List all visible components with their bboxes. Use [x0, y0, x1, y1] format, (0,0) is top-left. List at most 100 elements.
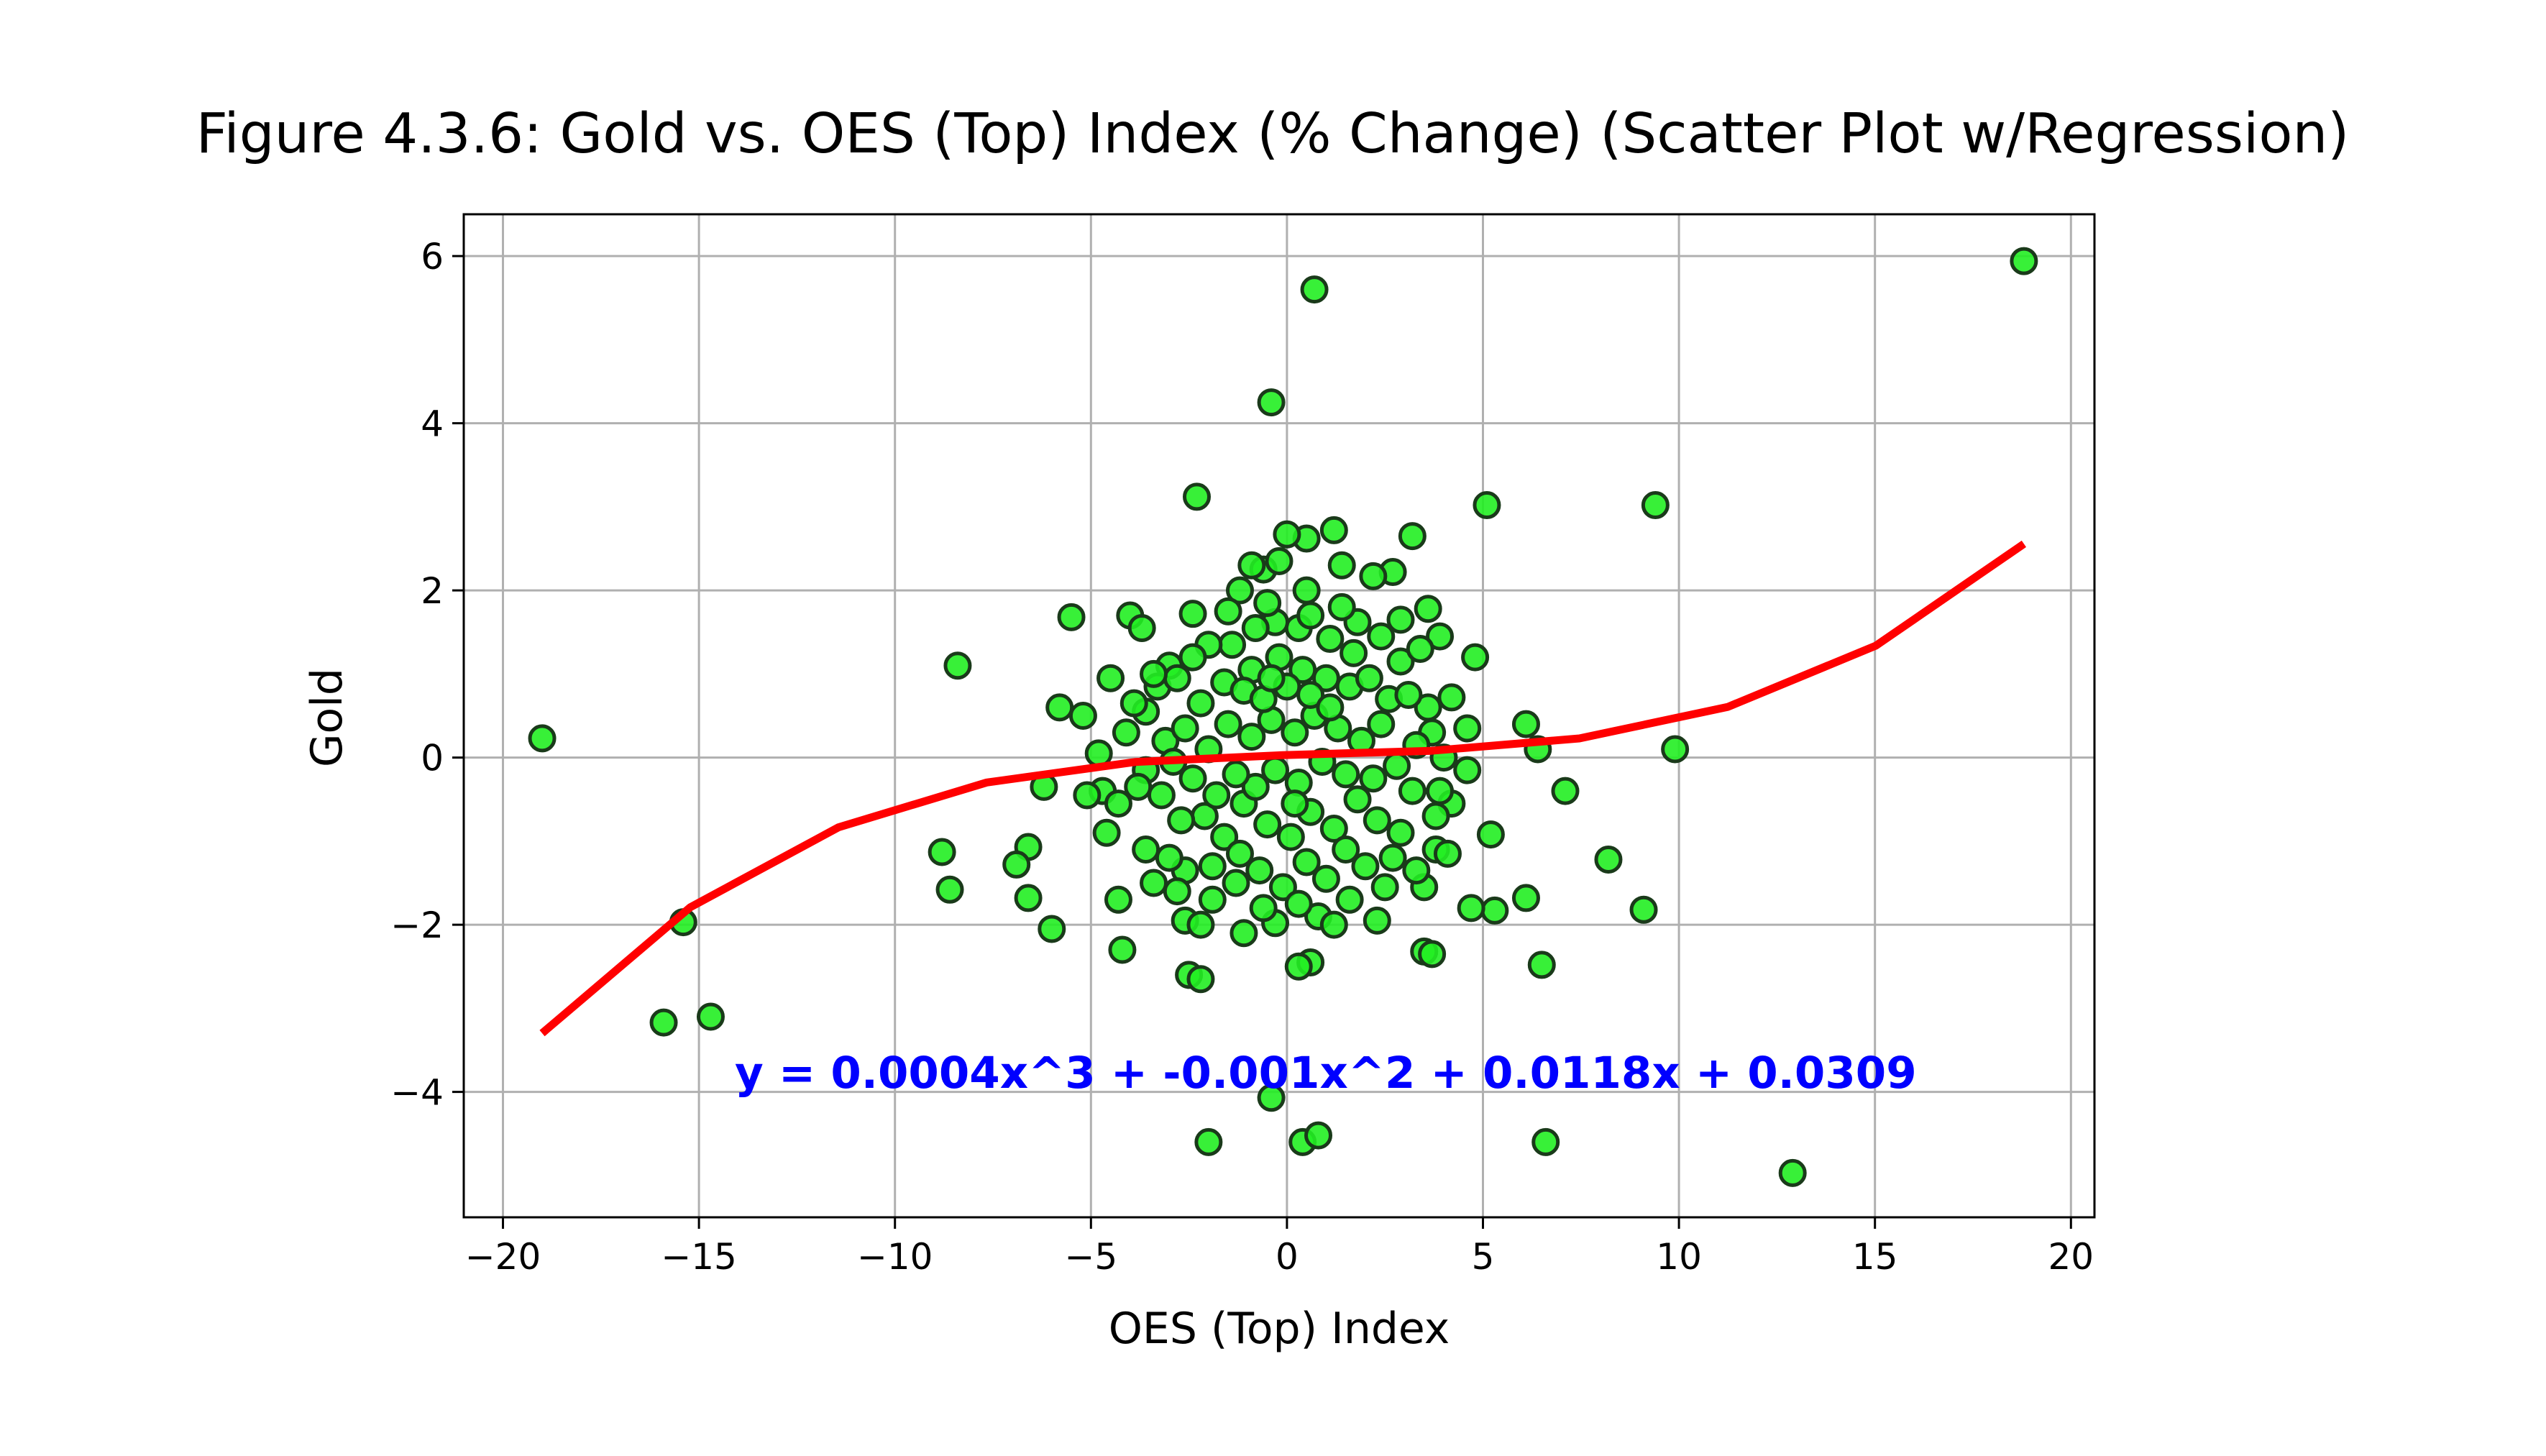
scatter-point — [1778, 1158, 1807, 1187]
scatter-point — [528, 724, 557, 753]
scatter-point — [1367, 622, 1396, 651]
y-tick-label: −4 — [390, 1072, 444, 1114]
scatter-point — [1140, 869, 1168, 897]
scatter-point — [1359, 562, 1388, 590]
y-tick-label: −2 — [390, 905, 444, 946]
scatter-point — [1594, 845, 1623, 874]
scatter-point — [1096, 664, 1125, 692]
scatter-point — [1198, 885, 1227, 914]
scatter-point — [1281, 718, 1309, 747]
scatter-point — [1186, 689, 1215, 718]
scatter-point — [1511, 710, 1540, 738]
x-tick-label: −10 — [857, 1236, 933, 1278]
scatter-point — [1194, 1127, 1223, 1156]
scatter-point — [1284, 952, 1313, 981]
scatter-point — [1257, 388, 1286, 417]
scatter-point — [1437, 683, 1466, 712]
scatter-point — [1398, 522, 1427, 551]
scatter-point — [1363, 806, 1391, 835]
scatter-point — [935, 875, 964, 904]
scatter-point — [1292, 848, 1321, 876]
scatter-point — [1284, 889, 1313, 918]
scatter-point — [1202, 781, 1231, 810]
scatter-point — [649, 1008, 678, 1037]
scatter-point — [1319, 814, 1348, 843]
scatter-point — [1398, 777, 1427, 805]
scatter-point — [1038, 915, 1066, 943]
x-axis-title: OES (Top) Index — [1109, 1304, 1450, 1354]
scatter-point — [1276, 823, 1305, 851]
scatter-point — [1511, 884, 1540, 912]
scatter-point — [1394, 680, 1423, 709]
scatter-point — [1155, 843, 1183, 872]
scatter-point — [1332, 760, 1360, 789]
scatter-point — [1186, 965, 1215, 994]
scatter-point — [1461, 643, 1490, 672]
scatter-point — [1178, 600, 1207, 628]
scatter-point — [1476, 820, 1505, 849]
scatter-point — [1426, 622, 1455, 651]
scatter-point — [1457, 894, 1485, 922]
scatter-point — [1127, 613, 1156, 642]
scatter-point — [1104, 789, 1132, 818]
scatter-point — [1316, 625, 1345, 654]
scatter-point — [1253, 589, 1282, 618]
scatter-point — [1296, 601, 1325, 630]
scatter-point — [1319, 910, 1348, 939]
scatter-point — [1629, 895, 1658, 924]
scatter-point — [1241, 613, 1270, 642]
scatter-point — [1225, 576, 1254, 605]
scatter-point — [1386, 605, 1415, 634]
scatter-point — [1661, 735, 1690, 764]
scatter-point — [1335, 885, 1364, 914]
x-tick-label: −20 — [465, 1236, 541, 1278]
scatter-point — [1641, 491, 1670, 520]
scatter-point — [1268, 873, 1297, 902]
scatter-point — [1340, 638, 1368, 667]
scatter-point — [1210, 823, 1239, 851]
scatter-point — [1402, 856, 1431, 885]
scatter-point — [1147, 781, 1176, 810]
scatter-point — [1249, 894, 1278, 922]
scatter-point — [1370, 873, 1399, 902]
scatter-point — [1378, 843, 1407, 872]
scatter-point — [1237, 723, 1266, 751]
scatter-point — [1531, 1127, 1560, 1156]
scatter-point — [1363, 906, 1391, 935]
scatter-points — [528, 247, 2038, 1187]
scatter-point — [1245, 856, 1274, 885]
scatter-point — [1214, 710, 1242, 738]
plot-area-frame — [462, 213, 2096, 1219]
scatter-point — [1421, 802, 1450, 830]
x-tick-label: 15 — [1852, 1236, 1898, 1278]
scatter-point — [1311, 864, 1340, 893]
scatter-point — [1327, 592, 1356, 621]
scatter-point — [1119, 689, 1148, 718]
regression-curve — [539, 540, 2027, 1037]
scatter-point — [1108, 935, 1137, 964]
x-tick-label: 10 — [1656, 1236, 1702, 1278]
scatter-point — [1092, 818, 1121, 847]
scatter-point — [696, 1002, 725, 1031]
scatter-point — [1386, 818, 1415, 847]
scatter-point — [1257, 1084, 1286, 1112]
scatter-point — [1140, 659, 1168, 688]
scatter-point — [1222, 869, 1250, 897]
scatter-point — [1383, 751, 1411, 780]
scatter-point — [1112, 718, 1140, 747]
scatter-point — [1198, 852, 1227, 881]
scatter-point — [1163, 664, 1191, 692]
regression-equation-label: y = 0.0004x^3 + -0.001x^2 + 0.0118x + 0.… — [735, 1048, 1917, 1099]
scatter-point — [1014, 884, 1043, 912]
scatter-point — [1527, 951, 1556, 979]
scatter-point — [1163, 877, 1191, 906]
scatter-point — [1406, 635, 1434, 663]
x-tick-label: −5 — [1064, 1236, 1117, 1278]
scatter-point — [1068, 702, 1097, 730]
scatter-point — [1171, 714, 1199, 743]
scatter-point — [1104, 885, 1132, 914]
scatter-point — [1351, 852, 1380, 881]
scatter-point — [1480, 896, 1509, 925]
scatter-point — [1257, 664, 1286, 692]
